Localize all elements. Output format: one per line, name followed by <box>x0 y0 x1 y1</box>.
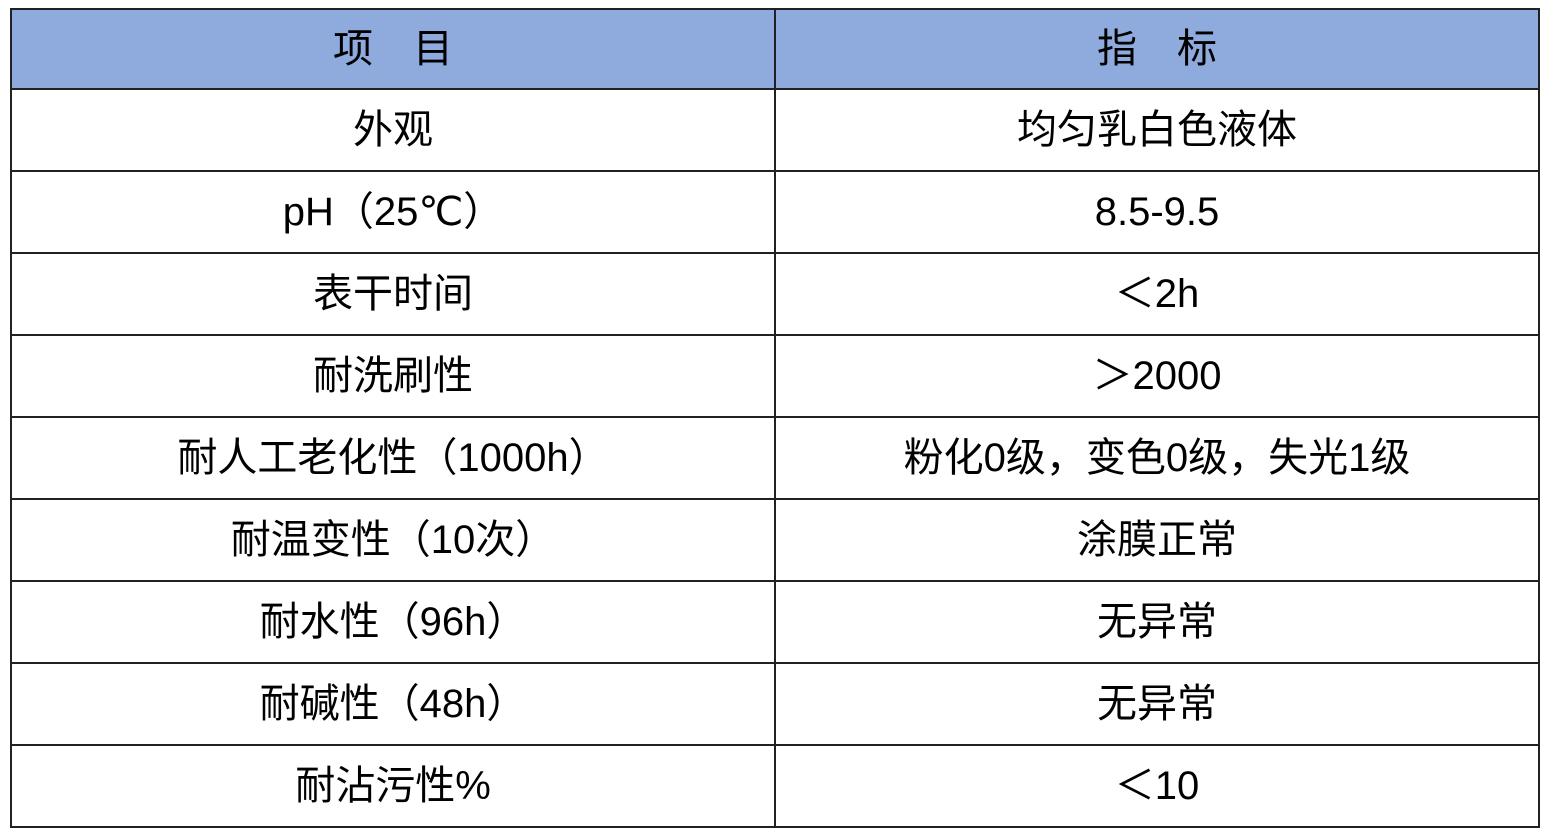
table-row: 耐人工老化性（1000h） 粉化0级，变色0级，失光1级 <box>10 416 1540 500</box>
table-row: 耐沾污性% ＜10 <box>10 744 1540 828</box>
item-cell: 外观 <box>10 88 776 172</box>
item-cell: 耐碱性（48h） <box>10 662 776 746</box>
item-cell: 表干时间 <box>10 252 776 336</box>
indicator-cell: 粉化0级，变色0级，失光1级 <box>774 416 1540 500</box>
item-cell: 耐温变性（10次） <box>10 498 776 582</box>
table-row: 耐洗刷性 ＞2000 <box>10 334 1540 418</box>
header-cell-item: 项 目 <box>10 8 776 90</box>
spec-table: 项 目 指 标 外观 均匀乳白色液体 pH（25℃） 8.5-9.5 表干时间 ＜2h 耐洗… <box>10 8 1540 828</box>
item-cell: 耐沾污性% <box>10 744 776 828</box>
table-row: 表干时间 ＜2h <box>10 252 1540 336</box>
indicator-cell: ＞2000 <box>774 334 1540 418</box>
indicator-cell: ＜10 <box>774 744 1540 828</box>
indicator-cell: ＜2h <box>774 252 1540 336</box>
indicator-cell: 无异常 <box>774 662 1540 746</box>
indicator-cell: 8.5-9.5 <box>774 170 1540 254</box>
table-header: 项 目 指 标 <box>10 8 1540 90</box>
item-cell: pH（25℃） <box>10 170 776 254</box>
header-cell-indicator: 指 标 <box>774 8 1540 90</box>
table-row: 耐碱性（48h） 无异常 <box>10 662 1540 746</box>
table-row: 耐水性（96h） 无异常 <box>10 580 1540 664</box>
indicator-cell: 无异常 <box>774 580 1540 664</box>
header-row: 项 目 指 标 <box>10 8 1540 90</box>
item-cell: 耐洗刷性 <box>10 334 776 418</box>
indicator-cell: 涂膜正常 <box>774 498 1540 582</box>
item-cell: 耐人工老化性（1000h） <box>10 416 776 500</box>
table-row: pH（25℃） 8.5-9.5 <box>10 170 1540 254</box>
table-row: 耐温变性（10次） 涂膜正常 <box>10 498 1540 582</box>
indicator-cell: 均匀乳白色液体 <box>774 88 1540 172</box>
item-cell: 耐水性（96h） <box>10 580 776 664</box>
table-row: 外观 均匀乳白色液体 <box>10 88 1540 172</box>
table-body: 外观 均匀乳白色液体 pH（25℃） 8.5-9.5 表干时间 ＜2h 耐洗刷性 ＞2000 耐… <box>10 88 1540 828</box>
